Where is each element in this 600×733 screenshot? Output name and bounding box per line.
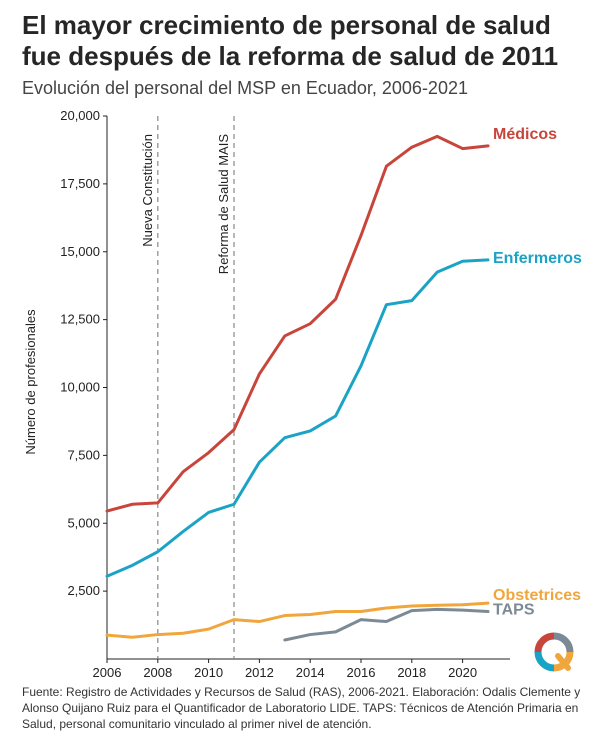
x-tick-label: 2010 xyxy=(194,665,223,680)
y-tick-label: 5,000 xyxy=(67,515,100,530)
series-layer xyxy=(105,134,490,642)
series-line xyxy=(105,601,490,639)
y-tick-label: 7,500 xyxy=(67,447,100,462)
chart-title: El mayor crecimiento de personal de salu… xyxy=(22,10,559,71)
x-tick-label: 2006 xyxy=(93,665,122,680)
y-axis-label: Número de profesionales xyxy=(23,309,38,455)
annotation-label: Nueva Constitución xyxy=(140,134,155,247)
x-tick-label: 2008 xyxy=(143,665,172,680)
annotation-layer: Nueva Constitución Reforma de Salud MAIS xyxy=(140,116,235,659)
y-tick-label: 15,000 xyxy=(60,244,100,259)
y-tick-label: 2,500 xyxy=(67,583,100,598)
x-tick-label: 2016 xyxy=(347,665,376,680)
y-tick-label: 12,500 xyxy=(60,312,100,327)
series-label: TAPS xyxy=(493,601,535,618)
axes-layer: 2,500 5,000 7,500 10,000 12,500 15,000 17,500 2… xyxy=(60,108,510,680)
series-label: Médicos xyxy=(493,126,557,143)
series-line xyxy=(105,258,490,578)
y-tick-label: 17,500 xyxy=(60,176,100,191)
y-tick-label: 10,000 xyxy=(60,380,100,395)
chart-subtitle: Evolución del personal del MSP en Ecuado… xyxy=(22,78,468,98)
series-label: Enfermeros xyxy=(493,250,582,267)
x-tick-label: 2014 xyxy=(296,665,325,680)
x-tick-label: 2012 xyxy=(245,665,274,680)
x-tick-label: 2018 xyxy=(397,665,426,680)
y-tick-label: 20,000 xyxy=(60,108,100,123)
annotation-label: Reforma de Salud MAIS xyxy=(216,134,231,275)
quantificador-logo-icon xyxy=(534,632,574,672)
x-tick-label: 2020 xyxy=(448,665,477,680)
series-line xyxy=(105,134,490,513)
source-note: Fuente: Registro de Actividades y Recurs… xyxy=(22,685,581,731)
series-label: Obstetrices xyxy=(493,587,581,604)
